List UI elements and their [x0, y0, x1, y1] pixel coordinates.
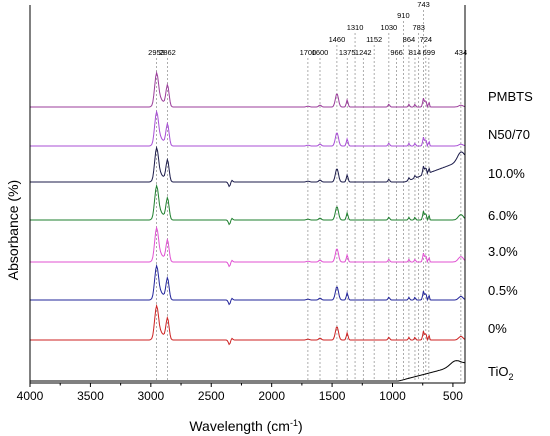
- x-tick-label: 2000: [258, 389, 285, 403]
- series-label-main: 0%: [488, 321, 507, 336]
- peak-label: 1460: [329, 35, 346, 44]
- peak-reference-lines: [156, 10, 462, 380]
- series-line: [30, 303, 466, 346]
- x-axis-title: Wavelength (cm-1): [189, 418, 302, 434]
- peak-label: 2862: [159, 48, 176, 57]
- peak-label: 699: [423, 48, 436, 57]
- series-label: 10.0%: [488, 166, 525, 181]
- series-label-main: N50/70: [488, 127, 530, 142]
- peak-label: 1375: [339, 48, 356, 57]
- peak-label: 1700: [300, 48, 317, 57]
- series-label-sub: 2: [508, 372, 513, 382]
- peak-label: 910: [397, 11, 410, 20]
- x-axis-title-sup: -1: [290, 418, 298, 428]
- peak-label: 814: [409, 48, 422, 57]
- x-tick-label: 3500: [77, 389, 104, 403]
- peak-label: 434: [455, 48, 468, 57]
- peak-label: 724: [420, 35, 433, 44]
- series-line: [30, 225, 466, 268]
- series-label: 0.5%: [488, 283, 518, 298]
- x-axis-ticks: 4000 3500 3000 2500 2000 1500 1000 500: [17, 383, 463, 403]
- series-line: [30, 145, 466, 188]
- peak-label: 966: [390, 48, 403, 57]
- spectra-lines: [30, 70, 466, 382]
- series-line: [30, 183, 466, 226]
- series-label: TiO2: [488, 364, 513, 382]
- y-axis-title: Absorbance (%): [5, 180, 21, 280]
- axes: [29, 5, 466, 384]
- series-label: 6.0%: [488, 208, 518, 223]
- series-label: 0%: [488, 321, 507, 336]
- peak-label: 783: [412, 23, 425, 32]
- x-tick-label: 2500: [198, 389, 225, 403]
- peak-label: 1310: [347, 23, 364, 32]
- series-label-main: PMBTS: [488, 89, 533, 104]
- series-line: [30, 109, 466, 148]
- series-label-main: TiO: [488, 364, 508, 379]
- peak-label: 743: [417, 0, 430, 9]
- peak-label: 1600: [312, 48, 329, 57]
- series-label-main: 6.0%: [488, 208, 518, 223]
- x-axis-title-end: ): [298, 418, 303, 434]
- peak-label: 1152: [366, 35, 382, 44]
- peak-label: 1242: [355, 48, 372, 57]
- x-tick-label: 1500: [319, 389, 346, 403]
- series-label-main: 0.5%: [488, 283, 518, 298]
- x-axis-title-main: Wavelength (cm: [189, 418, 290, 434]
- series-label-main: 10.0%: [488, 166, 525, 181]
- x-tick-label: 500: [443, 389, 463, 403]
- peak-label: 1030: [381, 23, 398, 32]
- series-line: [30, 360, 466, 382]
- series-label: PMBTS: [488, 89, 533, 104]
- series-label-main: 3.0%: [488, 244, 518, 259]
- series-line: [30, 70, 466, 109]
- sample-labels: PMBTS N50/70 10.0% 6.0% 3.0% 0.5% 0% TiO2: [488, 89, 533, 382]
- peak-label: 864: [403, 35, 416, 44]
- series-label: N50/70: [488, 127, 530, 142]
- x-tick-label: 3000: [137, 389, 164, 403]
- series-label: 3.0%: [488, 244, 518, 259]
- x-tick-label: 1000: [379, 389, 406, 403]
- peak-label: 2953: [148, 48, 165, 57]
- series-line: [30, 263, 466, 306]
- x-tick-label: 4000: [17, 389, 44, 403]
